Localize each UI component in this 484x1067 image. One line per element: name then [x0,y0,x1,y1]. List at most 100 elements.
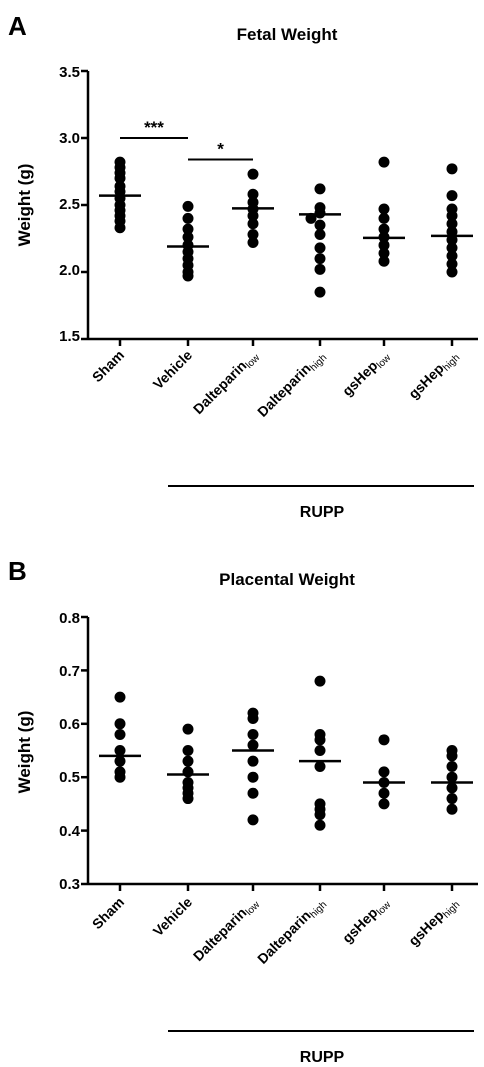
group-label-a: RUPP [300,504,345,521]
x-tick-label: gsHephigh [405,894,462,951]
data-point [446,266,458,278]
data-point [314,809,326,821]
data-point [182,223,194,235]
data-point [446,190,458,202]
data-point [114,691,126,703]
x-tick-label: gsHeplow [339,346,394,401]
x-tick-label: Vehicle [150,894,196,940]
data-point [314,183,326,195]
data-point [446,258,458,270]
data-point [378,798,390,810]
y-tick-label: 0.4 [59,823,81,840]
y-axis-label-a: Weight (g) [15,164,34,247]
y-tick-label: 1.5 [59,328,80,345]
panel-letter-a: A [8,11,27,41]
data-point [114,172,126,184]
significance-label: * [217,139,224,158]
data-point [247,787,259,799]
data-point [314,745,326,756]
data-point [247,739,259,751]
y-tick-label: 0.3 [59,876,80,893]
x-tick-label: Dalteparinlow [190,893,263,966]
y-tick-label: 0.7 [59,663,80,680]
y-tick-label: 3.5 [59,64,80,81]
y-tick-label: 0.6 [59,716,80,733]
data-point [446,750,458,762]
data-point [446,242,458,254]
data-point [247,712,259,724]
data-point [378,239,390,251]
data-point [378,203,390,215]
data-point [378,247,390,259]
data-point [378,766,390,778]
data-point [446,250,458,262]
data-point [378,212,390,224]
y-tick-label: 2.0 [59,262,80,279]
data-point [182,745,194,756]
x-tick-label: Dalteparinhigh [254,347,329,422]
data-point [446,210,458,222]
data-point [314,734,326,746]
y-tick-label: 3.0 [59,130,80,147]
data-point [446,218,458,230]
data-point [182,200,194,212]
y-tick-label: 2.5 [59,196,80,213]
data-point [446,761,458,773]
data-point [247,218,259,230]
data-point [378,787,390,799]
data-point [314,207,326,219]
data-point [247,168,259,180]
data-point [114,222,126,234]
data-point [182,270,194,282]
x-tick-label: gsHephigh [405,347,462,404]
data-point [446,771,458,783]
data-point [182,212,194,224]
data-point [247,814,259,826]
x-tick-label: Sham [89,347,127,385]
data-point [314,819,326,831]
data-point [247,228,259,240]
data-point [314,219,326,231]
data-point [247,755,259,767]
x-tick-label: gsHeplow [339,893,394,948]
data-point [114,755,126,767]
data-point [305,212,317,224]
data-point [247,188,259,200]
data-point [314,286,326,298]
chart-title-a: Fetal Weight [237,25,338,44]
data-point [182,793,194,805]
data-point [182,723,194,735]
data-point [182,231,194,243]
chart-title-b: Placental Weight [219,570,355,589]
data-point [378,255,390,267]
data-point [314,253,326,265]
data-point [247,210,259,222]
data-point [314,761,326,773]
data-point [446,803,458,815]
y-tick-label: 0.8 [59,610,80,627]
data-point [314,242,326,254]
data-point [114,718,126,730]
group-label-b: RUPP [300,1049,345,1066]
data-point [446,226,458,238]
data-point [114,745,126,756]
data-point [114,771,126,783]
x-tick-label: Dalteparinlow [190,346,263,419]
plot-area-b [81,615,478,1032]
data-point [247,771,259,783]
data-point [114,728,126,740]
y-axis-label-b: Weight (g) [15,711,34,794]
plot-area-a: **** [81,69,478,487]
panel-letter-b: B [8,556,27,586]
y-tick-label: 0.5 [59,769,80,786]
data-point [314,263,326,275]
data-point [247,237,259,249]
data-point [378,223,390,235]
data-point [247,728,259,740]
x-tick-label: Dalteparinhigh [254,894,329,969]
data-point [314,228,326,240]
data-point [182,755,194,767]
data-point [378,734,390,746]
x-tick-label: Vehicle [150,347,196,393]
